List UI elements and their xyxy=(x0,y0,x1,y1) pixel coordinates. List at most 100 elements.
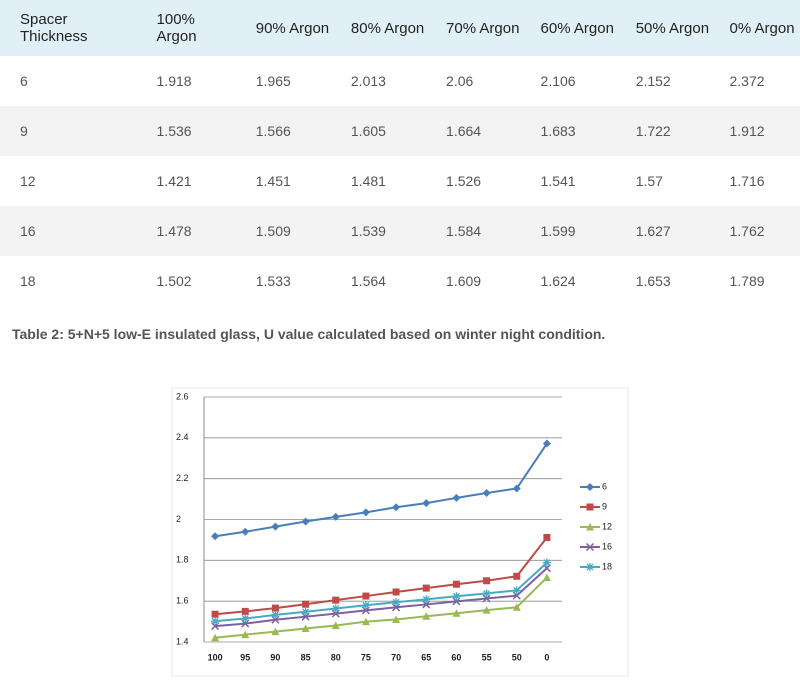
table-cell: 2.152 xyxy=(635,73,671,89)
x-tick-label: 90 xyxy=(270,652,280,662)
data-point xyxy=(361,601,370,610)
table-cell: 12 xyxy=(20,173,36,189)
data-point xyxy=(211,532,220,541)
header-cell: 90% Argon xyxy=(235,0,331,56)
data-point xyxy=(543,533,551,541)
table-cell: 1.605 xyxy=(330,106,427,156)
data-point xyxy=(392,503,401,512)
table-cell: 1.624 xyxy=(540,273,576,289)
y-tick-label: 1.6 xyxy=(176,596,189,606)
table-row: 9 1.536 1.566 1.605 1.664 1.683 1.722 1.912 xyxy=(0,106,800,156)
table-cell: 1.609 xyxy=(446,273,482,289)
table-cell: 1.584 xyxy=(426,206,521,256)
y-tick-label: 2.6 xyxy=(176,391,189,401)
y-tick-label: 2 xyxy=(176,514,181,524)
data-table: Spacer Thickness 100% Argon 90% Argon 80% A… xyxy=(0,0,800,306)
table-row: 16 1.478 1.509 1.539 1.584 1.599 1.627 1.762 xyxy=(0,206,800,256)
data-point xyxy=(241,614,250,623)
y-tick-label: 1.4 xyxy=(176,636,189,646)
series-line xyxy=(214,442,548,538)
table-cell: 1.664 xyxy=(426,106,521,156)
table-cell: 1.627 xyxy=(615,206,710,256)
table-cell: 1.421 xyxy=(156,173,192,189)
data-point xyxy=(452,609,461,617)
table-cell: 2.06 xyxy=(446,73,474,89)
table-cell: 2.372 xyxy=(729,73,765,89)
data-point xyxy=(211,633,220,642)
table-row: 18 1.502 1.533 1.564 1.609 1.624 1.653 1.789 xyxy=(0,256,800,306)
x-tick-label: 65 xyxy=(421,652,431,662)
table-cell: 16 xyxy=(0,206,137,256)
data-point xyxy=(331,621,340,629)
data-point xyxy=(512,603,521,611)
series-line xyxy=(215,567,548,628)
data-point xyxy=(422,612,431,620)
table-cell: 2.106 xyxy=(540,73,576,89)
data-point xyxy=(271,627,280,636)
y-tick-label: 2.4 xyxy=(176,432,189,442)
table-cell: 1.789 xyxy=(729,273,765,289)
data-point xyxy=(361,508,370,517)
series-line xyxy=(214,561,548,623)
table-cell: 1.912 xyxy=(709,106,800,156)
data-point xyxy=(241,527,250,536)
y-tick-label: 2.2 xyxy=(176,473,189,483)
legend-label: 9 xyxy=(602,501,607,511)
data-point xyxy=(512,586,521,595)
table-cell: 1.965 xyxy=(255,73,291,89)
data-point xyxy=(482,589,491,598)
table-cell: 1.599 xyxy=(520,206,616,256)
table-cell: 1.539 xyxy=(330,206,427,256)
table-cell: 1.481 xyxy=(350,173,386,189)
data-point xyxy=(422,595,431,604)
data-point xyxy=(331,512,340,521)
table-cell: 1.716 xyxy=(729,173,765,189)
table-cell: 1.536 xyxy=(136,106,236,156)
table-cell: 1.533 xyxy=(255,273,291,289)
x-tick-label: 70 xyxy=(391,652,401,662)
x-tick-label: 60 xyxy=(451,652,461,662)
series-line xyxy=(214,576,548,639)
series-line xyxy=(214,536,548,616)
data-point xyxy=(332,596,340,604)
data-point xyxy=(331,604,340,613)
data-point xyxy=(482,606,491,614)
data-point xyxy=(542,558,551,567)
header-cell: 0% Argon xyxy=(709,0,800,56)
legend-marker xyxy=(586,503,594,511)
legend-label: 6 xyxy=(602,481,607,491)
data-point xyxy=(542,439,551,448)
data-point xyxy=(542,573,551,581)
data-point xyxy=(271,604,279,612)
table-cell: 1.478 xyxy=(136,206,236,256)
data-point xyxy=(302,600,310,608)
header-cell: 80% Argon xyxy=(330,0,427,56)
legend-marker xyxy=(586,563,594,571)
data-point xyxy=(452,580,460,588)
legend-label: 18 xyxy=(602,561,612,571)
legend-label: 12 xyxy=(602,521,612,531)
x-tick-label: 75 xyxy=(361,652,371,662)
table-cell: 1.564 xyxy=(350,273,386,289)
caption: Table 2: 5+N+5 low-E insulated glass, U … xyxy=(12,326,606,342)
table-row: 6 1.918 1.965 2.013 2.06 2.106 2.152 2.372 xyxy=(0,56,800,106)
header-cell: 60% Argon xyxy=(520,0,616,56)
table-cell: 1.762 xyxy=(709,206,800,256)
table-cell: 1.451 xyxy=(255,173,291,189)
data-point xyxy=(392,615,401,624)
data-point xyxy=(392,598,401,607)
header-row: Spacer Thickness 100% Argon 90% Argon 80% A… xyxy=(0,0,800,56)
data-point xyxy=(422,584,430,592)
header-cell: 100% Argon xyxy=(136,0,236,56)
data-point xyxy=(362,592,370,600)
table-cell: 1.683 xyxy=(520,106,616,156)
x-tick-label: 85 xyxy=(301,652,311,662)
data-point xyxy=(512,484,521,493)
data-point xyxy=(211,617,220,626)
data-point xyxy=(301,607,310,616)
data-point xyxy=(452,592,461,601)
legend-marker xyxy=(586,523,594,531)
legend-marker xyxy=(586,483,594,491)
